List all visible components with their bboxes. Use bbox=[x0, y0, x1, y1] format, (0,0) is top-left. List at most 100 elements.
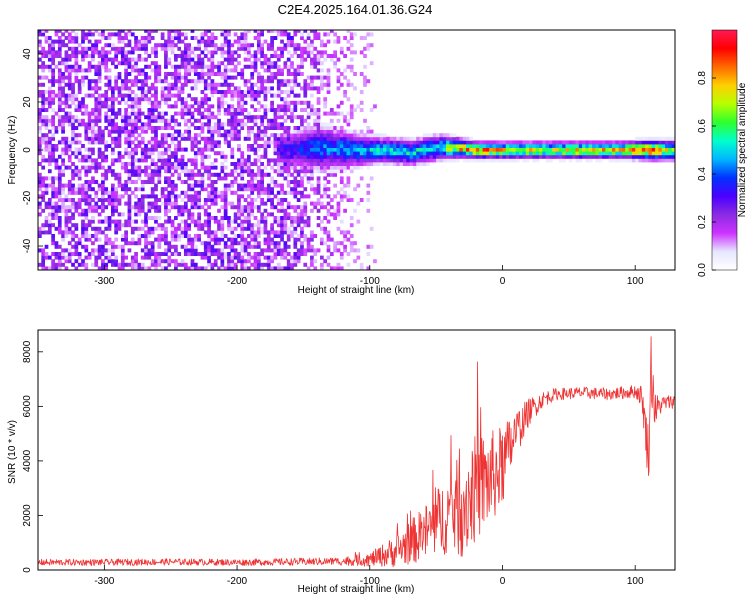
spectrogram-cell bbox=[91, 151, 95, 156]
spectrogram-cell bbox=[270, 165, 274, 170]
spectrogram-cell bbox=[313, 133, 318, 138]
spectrogram-cell bbox=[293, 115, 298, 120]
spectrogram-cell bbox=[290, 230, 294, 235]
spectrogram-cell bbox=[84, 244, 89, 249]
spectrogram-cell bbox=[648, 151, 653, 156]
spectrogram-cell bbox=[320, 126, 324, 130]
spectrogram-cell bbox=[247, 205, 251, 210]
spectrogram-cell bbox=[84, 201, 89, 206]
spectrogram-cell bbox=[290, 86, 294, 91]
spectrogram-cell bbox=[101, 136, 105, 141]
spectrogram-cell bbox=[197, 252, 201, 256]
spectrogram-cell bbox=[84, 165, 89, 170]
spectrogram-cell bbox=[621, 158, 626, 163]
spectrogram-cell bbox=[81, 259, 85, 264]
spectrogram-cell bbox=[91, 248, 95, 253]
spectrogram-cell bbox=[127, 169, 132, 174]
spectrogram-cell bbox=[140, 46, 145, 51]
spectrogram-cell bbox=[260, 216, 265, 220]
spectrogram-cell bbox=[668, 144, 673, 148]
spectrogram-cell bbox=[449, 133, 454, 138]
spectrogram-cell bbox=[144, 252, 148, 256]
spectrogram-cell bbox=[193, 205, 198, 210]
spectrogram-cell bbox=[127, 50, 132, 55]
spectrogram-cell bbox=[177, 144, 182, 148]
spectrogram-cell bbox=[47, 266, 52, 270]
spectrogram-cell bbox=[81, 244, 85, 249]
spectrogram-cell bbox=[120, 165, 125, 170]
spectrogram-cell bbox=[339, 126, 344, 130]
spectrogram-cell bbox=[260, 219, 265, 224]
spectrogram-cell bbox=[51, 183, 55, 188]
spectrogram-cell bbox=[210, 248, 215, 253]
spectrogram-cell bbox=[101, 64, 105, 69]
spectrogram-cell bbox=[303, 208, 308, 213]
spectrogram-cell bbox=[512, 144, 517, 148]
spectrogram-cell bbox=[316, 54, 321, 58]
spectrogram-cell bbox=[296, 162, 301, 166]
spectrogram-cell bbox=[243, 43, 248, 48]
spectrogram-cell bbox=[61, 108, 65, 112]
spectrogram-cell bbox=[558, 147, 563, 152]
spectrogram-cell bbox=[300, 241, 304, 246]
spectrogram-cell bbox=[233, 108, 238, 112]
spectrogram-cell bbox=[266, 43, 271, 48]
spectrogram-cell bbox=[170, 205, 175, 210]
spectrogram-cell bbox=[339, 198, 344, 202]
spectrogram-cell bbox=[41, 194, 46, 199]
spectrogram-cell bbox=[114, 262, 119, 267]
spectrogram-cell bbox=[87, 234, 92, 238]
spectrogram-cell bbox=[296, 100, 301, 105]
spectrogram-cell bbox=[529, 151, 533, 156]
spectrogram-cell bbox=[167, 262, 172, 267]
spectrogram-cell bbox=[333, 39, 337, 44]
spectrogram-cell bbox=[190, 194, 195, 199]
spectrogram-cell bbox=[280, 169, 284, 174]
spectrogram-cell bbox=[84, 68, 89, 73]
spectrogram-cell bbox=[144, 93, 148, 98]
spectrogram-cell bbox=[114, 50, 119, 55]
spectrogram-cell bbox=[223, 266, 228, 270]
spectrogram-cell bbox=[57, 252, 62, 256]
spectrogram-cell bbox=[618, 154, 623, 159]
spectrogram-cell bbox=[57, 115, 62, 120]
spectrogram-cell bbox=[177, 165, 182, 170]
spectrogram-cell bbox=[220, 262, 225, 267]
spectrogram-cell bbox=[283, 32, 288, 37]
spectrogram-cell bbox=[223, 57, 228, 62]
spectrogram-cell bbox=[452, 147, 457, 152]
spectrogram-cell bbox=[290, 144, 294, 148]
spectrogram-cell bbox=[329, 198, 334, 202]
spectrogram-cell bbox=[67, 86, 72, 91]
spectrogram-cell bbox=[57, 262, 62, 267]
spectrogram-cell bbox=[57, 226, 62, 231]
spectrogram-cell bbox=[247, 118, 251, 123]
spectrogram-cell bbox=[223, 72, 228, 76]
spectrogram-cell bbox=[150, 226, 155, 231]
spectrogram-cell bbox=[247, 79, 251, 84]
spectrogram-cell bbox=[150, 140, 155, 145]
spectrogram-cell bbox=[412, 151, 417, 156]
spectrogram-cell bbox=[449, 154, 454, 159]
spectrogram-cell bbox=[237, 172, 241, 177]
spectrogram-cell bbox=[568, 151, 573, 156]
spectrogram-cell bbox=[253, 162, 258, 166]
spectrogram-cell bbox=[300, 248, 304, 253]
colorbar-tick-label: 0.0 bbox=[697, 263, 708, 277]
spectrogram-cell bbox=[114, 111, 119, 116]
spectrogram-cell bbox=[64, 223, 69, 228]
spectrogram-cell bbox=[84, 255, 89, 260]
spectrogram-cell bbox=[280, 226, 284, 231]
spectrogram-cell bbox=[94, 255, 99, 260]
spectrogram-cell bbox=[548, 154, 553, 159]
spectrogram-cell bbox=[266, 30, 271, 33]
spectrogram-cell bbox=[213, 72, 218, 76]
spectrogram-cell bbox=[200, 162, 205, 166]
spectrogram-cell bbox=[64, 57, 69, 62]
spectrogram-cell bbox=[101, 198, 105, 202]
spectrogram-cell bbox=[230, 50, 235, 55]
spectrogram-cell bbox=[280, 32, 284, 37]
spectrogram-cell bbox=[426, 147, 430, 152]
spectrogram-cell bbox=[671, 147, 675, 152]
spectrogram-cell bbox=[286, 144, 291, 148]
